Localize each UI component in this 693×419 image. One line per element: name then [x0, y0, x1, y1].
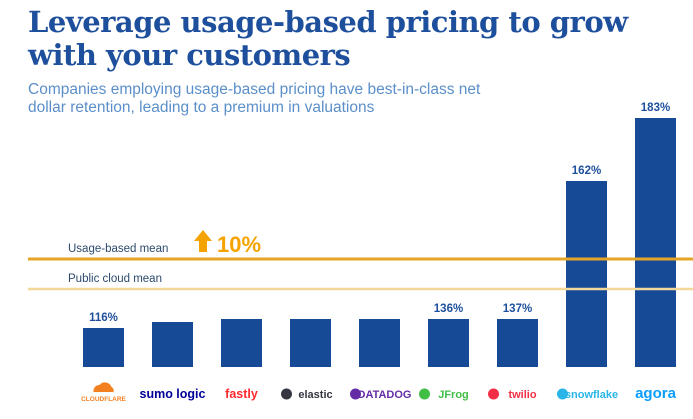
logo-label: fastly [225, 387, 258, 401]
bar-jfrog [428, 319, 469, 367]
data-label: 136% [434, 303, 463, 315]
logo-label: CLOUDFLARE [81, 396, 126, 403]
logo-label: sumo logic [140, 387, 206, 401]
bar-sumo-logic [152, 322, 193, 367]
bar-datadog [359, 319, 400, 367]
logo-sumo-logic: sumo logic [140, 387, 206, 401]
elastic-icon [281, 388, 292, 400]
reference-line-label-1: Public cloud mean [68, 273, 162, 285]
logo-fastly: fastly [225, 387, 258, 401]
logo-twilio: twilio [488, 388, 537, 401]
data-label: 162% [572, 165, 601, 177]
bar-cloudflare [83, 328, 124, 367]
logo-label: twilio [508, 389, 536, 401]
data-label: 183% [641, 102, 670, 114]
snowflake-icon [557, 388, 568, 400]
logo-snowflake: snowflake [557, 388, 618, 401]
data-label: 137% [503, 303, 532, 315]
logo-datadog: DATADOG [350, 388, 412, 401]
page-title: Leverage usage-based pricing to grow wit… [28, 5, 628, 72]
page-subtitle: Companies employing usage-based pricing … [28, 81, 481, 116]
logo-elastic: elastic [281, 388, 333, 401]
logo-agora: agora [635, 385, 677, 402]
logo-label: elastic [298, 389, 332, 401]
up-arrow-icon [194, 230, 212, 252]
bar-elastic [290, 319, 331, 367]
bar-twilio [497, 319, 538, 367]
logo-label: DATADOG [358, 389, 412, 401]
logo-label: snowflake [565, 389, 618, 401]
twilio-icon [488, 388, 499, 400]
logo-label: agora [635, 385, 677, 402]
cloud-icon [93, 382, 114, 392]
logo-cloudflare: CLOUDFLARE [81, 382, 127, 403]
bar-fastly [221, 319, 262, 367]
data-label: 116% [89, 312, 118, 324]
reference-line-label-0: Usage-based mean [68, 243, 168, 255]
logo-jfrog: JFrog [419, 388, 469, 401]
frog-icon [419, 388, 430, 400]
logo-label: JFrog [438, 389, 469, 401]
bar-agora [635, 118, 676, 367]
bar-snowflake [566, 181, 607, 367]
dog-icon [350, 388, 361, 400]
increase-annotation: 10% [217, 232, 261, 257]
